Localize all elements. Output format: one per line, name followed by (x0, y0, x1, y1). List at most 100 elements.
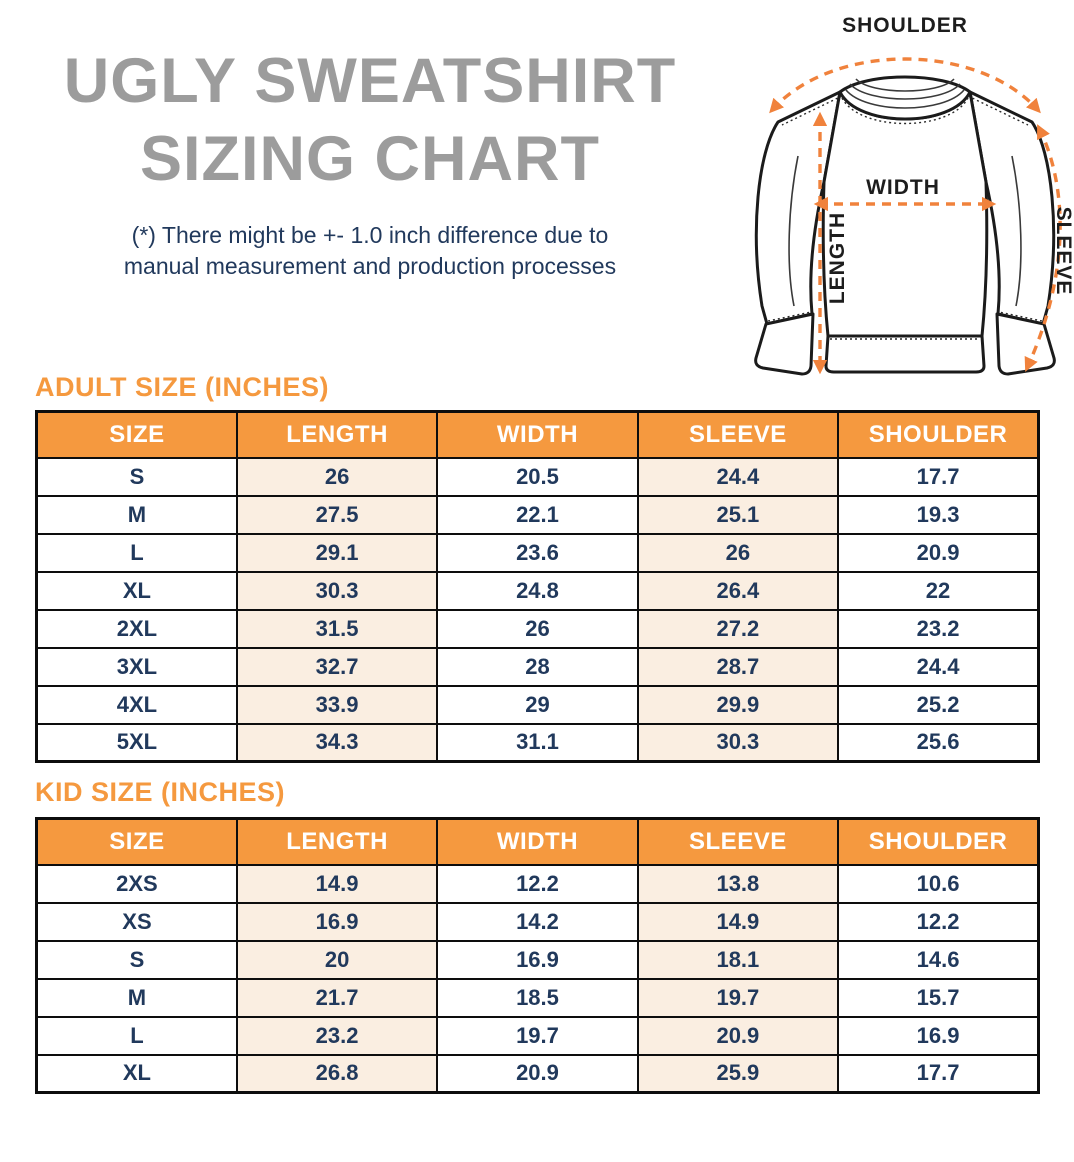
measurement-cell: 19.7 (636, 977, 840, 1018)
measurement-cell: 26.4 (636, 570, 840, 611)
size-cell: 5XL (35, 722, 238, 763)
measurement-cell: 32.7 (235, 646, 439, 687)
measurement-cell: 26 (436, 608, 639, 649)
table-row: XS 16.9 14.2 14.9 12.2 (35, 901, 1040, 942)
measurement-cell: 25.1 (636, 494, 840, 535)
measurement-cell: 20 (235, 939, 439, 980)
disclaimer-line-1: (*) There might be +- 1.0 inch differenc… (131, 222, 609, 248)
table-row: 2XS 14.9 12.2 13.8 10.6 (35, 863, 1040, 904)
measurement-cell: 14.9 (235, 863, 439, 904)
measurement-cell: 26 (235, 456, 439, 497)
measurement-cell: 33.9 (235, 684, 439, 725)
adult-header-row: SIZE LENGTH WIDTH SLEEVE SHOULDER (35, 410, 1040, 459)
measurement-cell: 29.1 (235, 532, 439, 573)
table-row: XL 26.8 20.9 25.9 17.7 (35, 1053, 1040, 1094)
measurement-cell: 25.6 (837, 722, 1040, 763)
size-cell: XS (35, 901, 238, 942)
column-header-size: SIZE (35, 410, 238, 459)
size-cell: XL (35, 570, 238, 611)
page-title: UGLY SWEATSHIRT SIZING CHART (10, 42, 730, 198)
measurement-cell: 18.1 (636, 939, 840, 980)
measurement-cell: 24.4 (837, 646, 1040, 687)
measurement-cell: 28.7 (636, 646, 840, 687)
page-title-line-1: UGLY SWEATSHIRT (63, 46, 677, 116)
sweatshirt-measurement-diagram: SHOULDER WIDTH LENGTH SLEEVE (738, 6, 1074, 392)
table-row: 2XL 31.5 26 27.2 23.2 (35, 608, 1040, 649)
disclaimer-text: (*) There might be +- 1.0 inch differenc… (10, 220, 730, 282)
column-header-shoulder: SHOULDER (837, 817, 1040, 866)
measurement-cell: 22.1 (436, 494, 639, 535)
size-cell: XL (35, 1053, 238, 1094)
measurement-cell: 18.5 (436, 977, 639, 1018)
measurement-cell: 27.2 (636, 608, 840, 649)
measurement-cell: 15.7 (837, 977, 1040, 1018)
measurement-cell: 24.8 (436, 570, 639, 611)
table-row: 3XL 32.7 28 28.7 24.4 (35, 646, 1040, 687)
table-row: M 27.5 22.1 25.1 19.3 (35, 494, 1040, 535)
table-row: 4XL 33.9 29 29.9 25.2 (35, 684, 1040, 725)
shoulder-label: SHOULDER (842, 14, 968, 37)
measurement-cell: 20.9 (436, 1053, 639, 1094)
measurement-cell: 17.7 (837, 456, 1040, 497)
measurement-cell: 25.2 (837, 684, 1040, 725)
table-row: XL 30.3 24.8 26.4 22 (35, 570, 1040, 611)
length-label: LENGTH (826, 212, 849, 304)
measurement-cell: 23.2 (235, 1015, 439, 1056)
column-header-width: WIDTH (436, 410, 639, 459)
table-row: S 20 16.9 18.1 14.6 (35, 939, 1040, 980)
measurement-cell: 20.5 (436, 456, 639, 497)
size-cell: 4XL (35, 684, 238, 725)
measurement-cell: 26.8 (235, 1053, 439, 1094)
measurement-cell: 13.8 (636, 863, 840, 904)
measurement-cell: 16.9 (235, 901, 439, 942)
measurement-cell: 22 (837, 570, 1040, 611)
measurement-cell: 24.4 (636, 456, 840, 497)
measurement-cell: 30.3 (636, 722, 840, 763)
measurement-cell: 20.9 (837, 532, 1040, 573)
size-cell: L (35, 532, 238, 573)
measurement-cell: 14.2 (436, 901, 639, 942)
measurement-cell: 14.6 (837, 939, 1040, 980)
measurement-cell: 10.6 (837, 863, 1040, 904)
size-cell: 2XL (35, 608, 238, 649)
measurement-cell: 21.7 (235, 977, 439, 1018)
size-cell: S (35, 456, 238, 497)
size-cell: M (35, 977, 238, 1018)
measurement-cell: 23.6 (436, 532, 639, 573)
kid-header-row: SIZE LENGTH WIDTH SLEEVE SHOULDER (35, 817, 1040, 866)
sleeve-arrow (1024, 124, 1062, 372)
measurement-cell: 17.7 (837, 1053, 1040, 1094)
column-header-width: WIDTH (436, 817, 639, 866)
table-row: L 23.2 19.7 20.9 16.9 (35, 1015, 1040, 1056)
adult-size-heading: ADULT SIZE (INCHES) (35, 372, 329, 402)
measurement-cell: 31.1 (436, 722, 639, 763)
column-header-length: LENGTH (235, 817, 439, 866)
shoulder-arrow (769, 57, 1041, 114)
measurement-cell: 19.7 (436, 1015, 639, 1056)
measurement-cell: 29.9 (636, 684, 840, 725)
column-header-sleeve: SLEEVE (636, 817, 840, 866)
table-row: S 26 20.5 24.4 17.7 (35, 456, 1040, 497)
width-label: WIDTH (866, 176, 940, 199)
table-row: M 21.7 18.5 19.7 15.7 (35, 977, 1040, 1018)
measurement-cell: 14.9 (636, 901, 840, 942)
size-cell: 2XS (35, 863, 238, 904)
measurement-cell: 30.3 (235, 570, 439, 611)
measurement-cell: 34.3 (235, 722, 439, 763)
column-header-length: LENGTH (235, 410, 439, 459)
measurement-cell: 23.2 (837, 608, 1040, 649)
size-cell: M (35, 494, 238, 535)
sweatshirt-illustration: SHOULDER WIDTH LENGTH SLEEVE (754, 14, 1074, 376)
table-row: 5XL 34.3 31.1 30.3 25.6 (35, 722, 1040, 763)
size-cell: L (35, 1015, 238, 1056)
column-header-sleeve: SLEEVE (636, 410, 840, 459)
table-row: L 29.1 23.6 26 20.9 (35, 532, 1040, 573)
measurement-cell: 29 (436, 684, 639, 725)
kid-size-heading: KID SIZE (INCHES) (35, 777, 286, 807)
measurement-cell: 12.2 (837, 901, 1040, 942)
measurement-cell: 20.9 (636, 1015, 840, 1056)
measurement-cell: 27.5 (235, 494, 439, 535)
sleeve-label: SLEEVE (1052, 207, 1074, 296)
page-title-line-2: SIZING CHART (140, 124, 600, 194)
measurement-cell: 16.9 (436, 939, 639, 980)
